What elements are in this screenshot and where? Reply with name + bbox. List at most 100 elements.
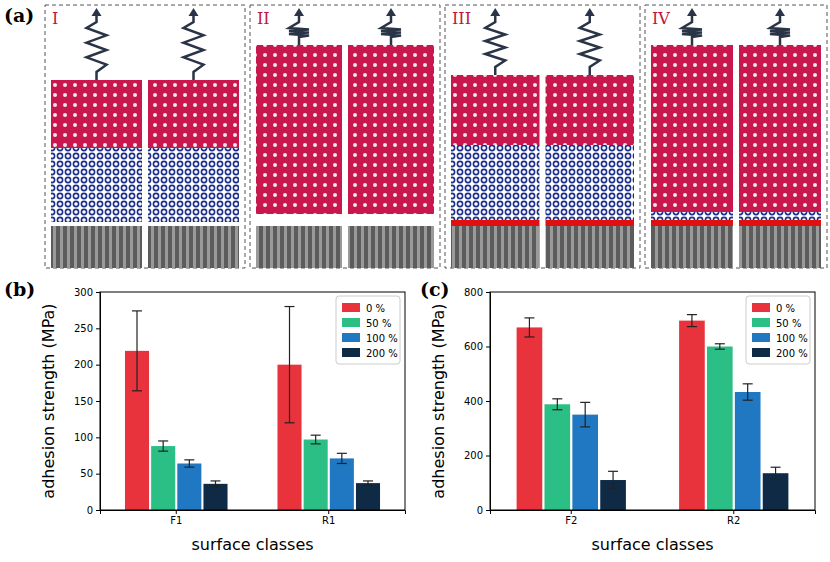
layer [256,226,342,268]
x-axis: F1 R1 [101,510,406,526]
x-axis-title: surface classes [191,535,313,554]
spring [87,12,107,80]
schematic-box: III [445,5,640,268]
layer [739,45,821,212]
error-line [311,435,321,436]
error-line [585,402,586,427]
legend-label: 200 % [776,348,808,359]
legend-box [746,296,810,364]
bar [151,446,175,510]
layer [546,220,635,226]
legend-swatch [342,333,360,342]
layer [451,75,540,145]
legend-swatch [752,348,770,357]
error-line [743,400,753,401]
tick-label: 100 [74,432,93,443]
error-line [524,317,534,318]
error-bar [743,384,753,400]
plot-frame [490,292,815,510]
chart: 0200400600800F2R2surface classesadhesion… [429,287,816,554]
error-bar [608,471,618,488]
error-line [184,459,194,460]
tick-mark [571,510,572,514]
tick-mark [96,510,100,511]
spring [381,12,401,45]
tick-label: R2 [727,515,740,526]
layer [739,212,821,220]
tick: 600 [464,341,490,352]
layer [148,226,239,268]
tick: 800 [464,287,490,298]
legend-label: 0 % [776,303,795,314]
layer [51,80,142,148]
error-bar [771,467,781,479]
error-line [132,310,142,311]
error-bar [285,307,295,423]
layer [451,145,540,220]
error-bar [337,453,347,463]
schematic-label: IV [652,9,670,28]
tick-label: 0 [477,505,483,516]
error-line [719,344,720,349]
error-line [552,409,562,410]
x-axis-title: surface classes [591,535,713,554]
bar [356,483,380,510]
error-line [687,314,697,315]
tick-label: R1 [322,515,335,526]
error-line [687,326,697,327]
schematic-box: IV [645,5,827,268]
tick-mark [486,401,490,402]
error-line [132,390,142,391]
schematic-box: I [45,5,245,268]
tick-mark [96,328,100,329]
layer [451,226,540,268]
tick-mark [176,510,177,514]
bar [679,321,705,510]
spring [289,12,309,45]
error-line [315,435,316,444]
tick-mark [96,365,100,366]
layer [651,226,733,268]
error-line [210,486,220,487]
spring [770,12,790,45]
layer [546,145,635,220]
error-line [747,384,748,400]
panel-letter: (b) [4,278,35,300]
legend-label: 0 % [366,303,385,314]
tick-label: 400 [464,396,483,407]
error-line [337,453,347,454]
error-bar [687,315,697,327]
legend-swatch [752,333,770,342]
error-bar [132,311,142,391]
tick-label: 200 [74,359,93,370]
legend: 0 %50 %100 %200 % [746,296,810,364]
layer [651,212,733,220]
error-line [215,481,216,487]
tick-label: 50 [80,468,93,479]
legend-label: 200 % [366,348,398,359]
error-line [524,336,534,337]
bar [304,440,328,510]
arrow-head [189,8,199,16]
spring [184,12,204,80]
axis-line [486,293,491,511]
bar [572,415,598,510]
x-axis: F2 R2 [491,510,816,526]
layer [51,148,142,222]
arrow-head [775,8,785,16]
chart: 050100150200250300F1R1surface classesadh… [39,287,406,554]
layer [739,226,821,268]
layer [739,220,821,226]
error-line [158,440,168,441]
legend-label: 100 % [776,333,808,344]
error-line [529,318,530,337]
layer [148,80,239,148]
bar [763,473,789,510]
tick: F2 [565,510,577,526]
bar [203,484,227,510]
error-line [608,471,618,472]
tick: F1 [170,510,182,526]
panel-letter: (a) [4,4,34,26]
layer [651,220,733,226]
error-line [715,349,725,350]
